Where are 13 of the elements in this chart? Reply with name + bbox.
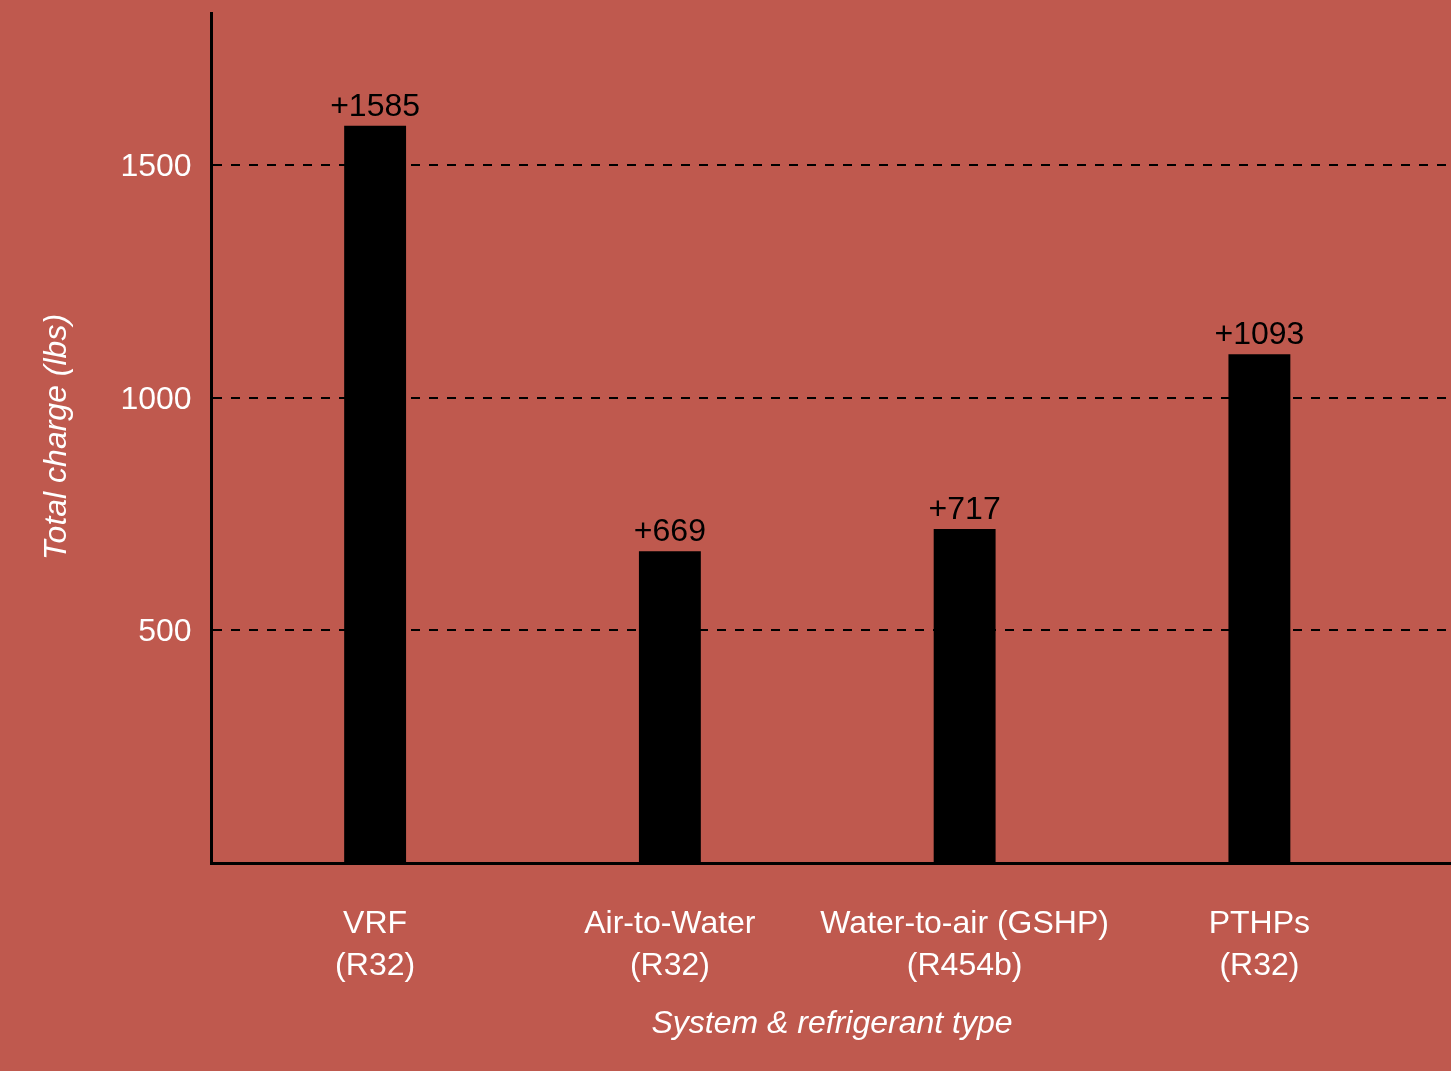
x-tick-label: PTHPs (R32) <box>1208 904 1311 982</box>
x-tick-label: VRF (R32) <box>335 904 416 982</box>
x-tick-label: Air-to-Water (R32) <box>584 904 756 982</box>
data-label: +1093 <box>1214 315 1305 352</box>
y-axis-title: Total charge (lbs) <box>36 313 73 561</box>
data-label: +669 <box>633 512 706 549</box>
y-tick-label: 1500 <box>120 147 192 184</box>
y-tick-label: 500 <box>138 611 192 648</box>
data-label: +1585 <box>330 86 421 123</box>
x-axis-title: System & refrigerant type <box>651 1003 1013 1040</box>
x-tick-label: Water-to-air (GSHP) (R454b) <box>820 904 1109 982</box>
data-label: +717 <box>928 489 1001 526</box>
y-tick-label: 1000 <box>120 379 192 416</box>
